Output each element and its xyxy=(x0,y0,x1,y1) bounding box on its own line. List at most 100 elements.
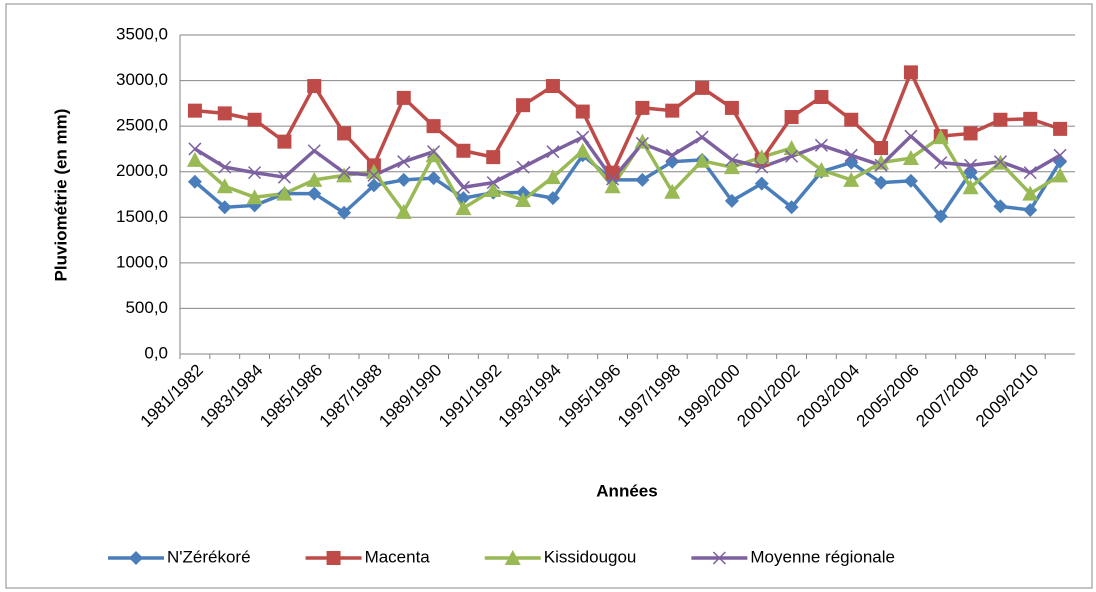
legend-label: Kissidougou xyxy=(544,547,637,566)
marker xyxy=(665,103,680,118)
marker xyxy=(545,191,560,206)
marker xyxy=(504,550,521,565)
marker xyxy=(307,144,321,158)
marker xyxy=(248,166,262,180)
marker xyxy=(576,130,590,144)
marker xyxy=(724,193,739,208)
series-line xyxy=(193,135,1061,214)
marker xyxy=(902,150,919,166)
marker xyxy=(712,551,726,565)
marker xyxy=(665,148,679,162)
marker xyxy=(188,142,202,156)
marker xyxy=(784,200,799,215)
y-tick-label: 2000,0 xyxy=(116,161,168,180)
marker xyxy=(664,183,681,199)
marker xyxy=(634,133,651,149)
marker xyxy=(723,159,740,175)
marker xyxy=(605,165,620,180)
marker xyxy=(546,145,560,159)
marker xyxy=(425,147,442,163)
marker xyxy=(1023,111,1038,126)
marker xyxy=(962,179,979,195)
marker xyxy=(753,149,770,165)
y-tick-label: 0,0 xyxy=(144,343,168,362)
marker xyxy=(724,100,739,115)
y-tick-label: 1000,0 xyxy=(116,252,168,271)
marker xyxy=(218,160,232,174)
marker xyxy=(725,153,739,167)
marker xyxy=(874,175,889,190)
marker xyxy=(844,148,858,162)
marker xyxy=(336,167,353,183)
legend-label: Moyenne régionale xyxy=(750,547,895,566)
series-line xyxy=(193,153,1062,219)
marker xyxy=(695,130,709,144)
legend-label: Macenta xyxy=(365,547,431,566)
marker xyxy=(903,65,918,80)
y-tick-label: 2500,0 xyxy=(116,116,168,135)
marker xyxy=(366,178,381,193)
marker xyxy=(396,90,411,105)
marker xyxy=(326,551,341,565)
marker xyxy=(544,169,561,185)
marker xyxy=(1053,121,1068,136)
marker xyxy=(844,112,859,127)
marker xyxy=(247,112,262,127)
legend-label: N'Zérékoré xyxy=(167,547,251,566)
y-tick-label: 3000,0 xyxy=(116,70,168,89)
marker xyxy=(427,145,441,159)
marker xyxy=(217,106,232,121)
marker xyxy=(365,163,382,179)
marker xyxy=(903,173,918,188)
marker xyxy=(964,158,978,172)
y-tick-label: 1500,0 xyxy=(116,207,168,226)
marker xyxy=(1022,185,1039,201)
marker xyxy=(216,178,233,194)
marker xyxy=(635,100,650,115)
marker xyxy=(814,138,828,152)
marker xyxy=(306,171,323,187)
marker xyxy=(337,166,351,180)
marker xyxy=(1023,166,1037,180)
marker xyxy=(874,158,888,172)
marker xyxy=(515,191,532,207)
marker xyxy=(485,181,502,197)
marker xyxy=(337,126,352,141)
marker xyxy=(395,203,412,219)
marker xyxy=(574,142,591,158)
marker xyxy=(187,174,202,189)
y-tick-label: 500,0 xyxy=(125,298,168,317)
marker xyxy=(575,104,590,119)
marker xyxy=(993,155,1007,169)
marker xyxy=(337,205,352,220)
marker xyxy=(367,168,381,182)
marker xyxy=(516,98,531,113)
marker xyxy=(1053,148,1067,162)
marker xyxy=(785,149,799,163)
marker xyxy=(186,151,203,167)
marker xyxy=(1052,167,1069,183)
marker xyxy=(635,136,649,150)
series-line xyxy=(194,70,1061,175)
marker xyxy=(426,119,441,134)
y-tick-label: 3500,0 xyxy=(116,24,168,43)
marker xyxy=(277,170,291,184)
marker xyxy=(396,172,411,187)
marker xyxy=(755,160,769,174)
marker xyxy=(516,160,530,174)
marker xyxy=(426,171,441,186)
marker xyxy=(694,152,711,168)
marker xyxy=(993,199,1008,214)
marker xyxy=(993,112,1008,127)
marker xyxy=(456,180,470,194)
marker xyxy=(934,156,948,170)
marker xyxy=(604,178,621,194)
marker xyxy=(217,200,232,215)
marker xyxy=(277,134,292,149)
marker xyxy=(635,172,650,187)
marker xyxy=(932,129,949,145)
x-axis-title: Années xyxy=(596,481,657,500)
marker xyxy=(813,161,830,177)
